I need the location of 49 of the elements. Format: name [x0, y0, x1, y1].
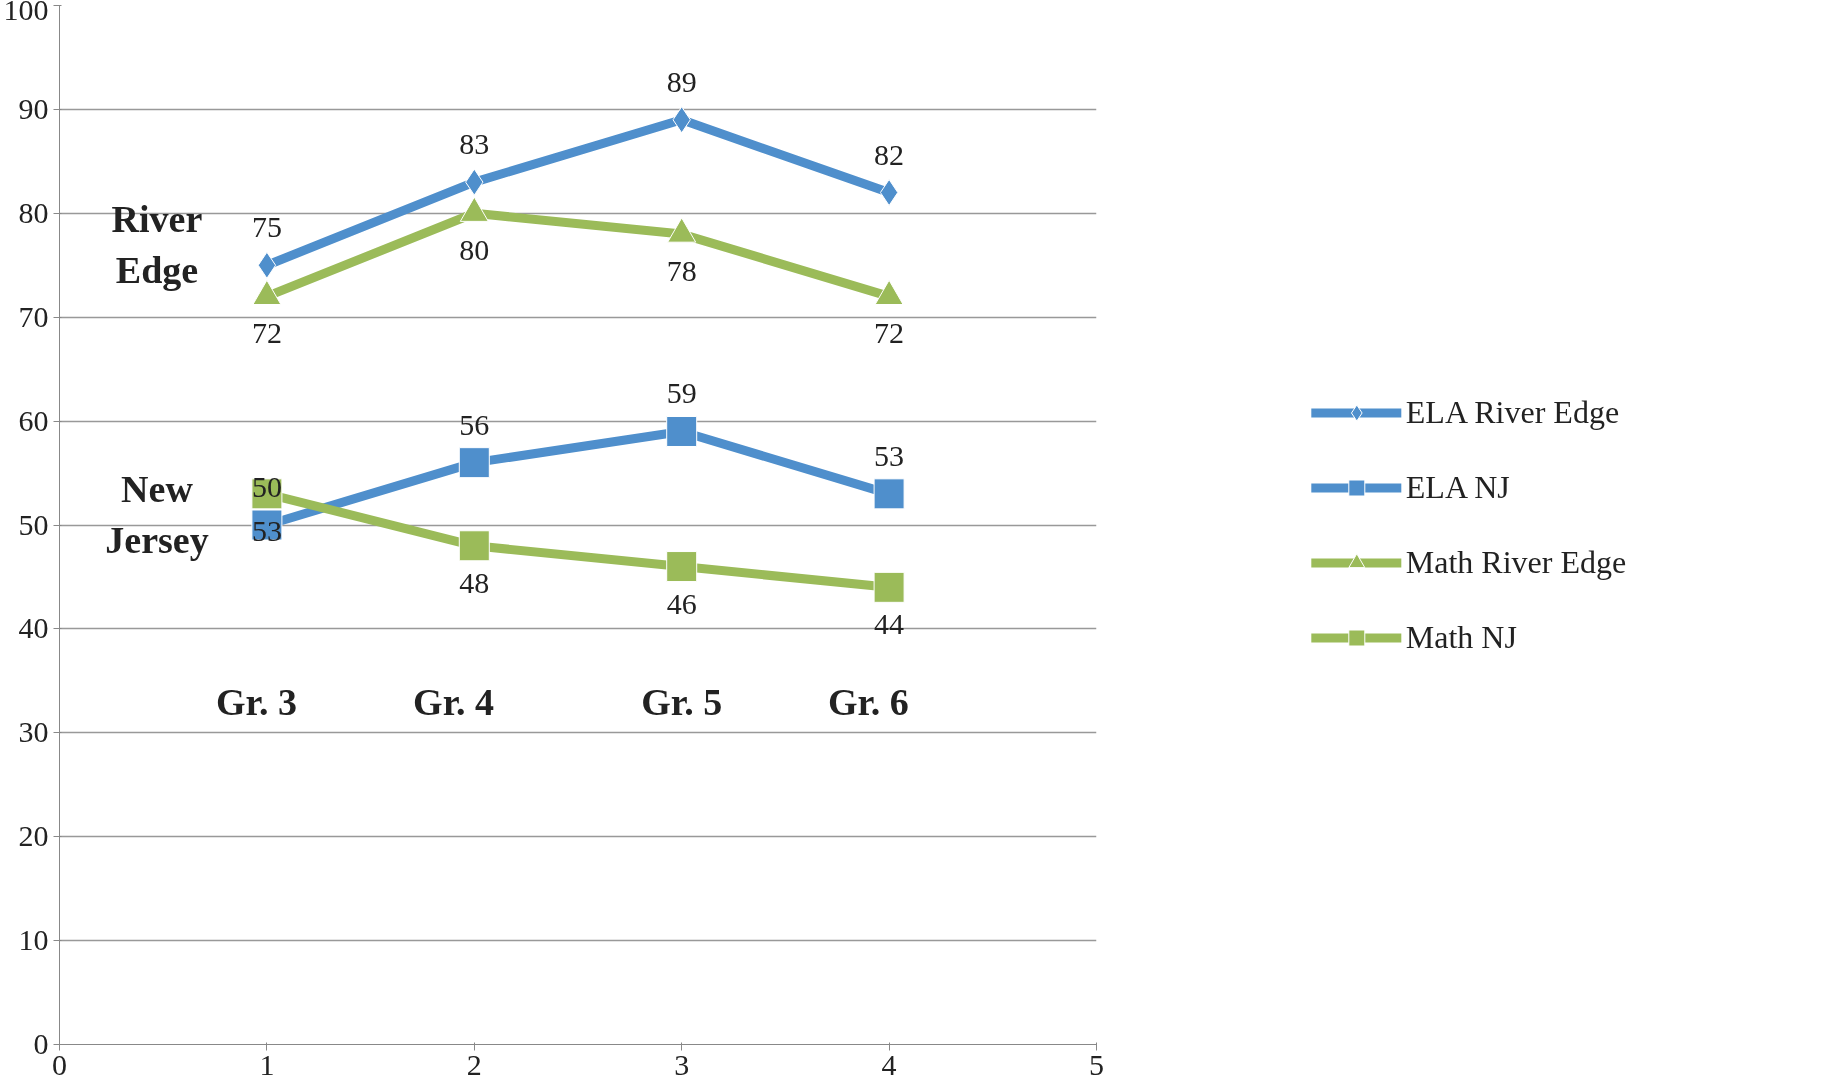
- x-tick-label: 5: [1089, 1047, 1104, 1077]
- x-tick-label: 1: [259, 1047, 275, 1077]
- data-label: 53: [874, 438, 905, 472]
- legend-label: Math NJ: [1405, 618, 1517, 656]
- y-tick-label: 30: [18, 715, 49, 749]
- annotation: New Jersey: [105, 468, 209, 561]
- point: [666, 415, 698, 447]
- data-label: 56: [459, 407, 490, 441]
- annotation: Gr. 6: [827, 680, 909, 723]
- data-label: 72: [874, 316, 905, 350]
- legend-label: ELA NJ: [1405, 468, 1510, 506]
- y-tick-label: 100: [3, 0, 49, 26]
- y-tick-label: 10: [18, 923, 49, 957]
- data-label: 89: [666, 64, 697, 98]
- point: [666, 551, 698, 583]
- annotation: Gr. 3: [216, 680, 297, 723]
- data-label: 83: [459, 127, 490, 161]
- x-tick-label: 2: [466, 1047, 482, 1077]
- data-label: 46: [666, 586, 697, 620]
- point: [873, 478, 905, 510]
- y-tick-label: 50: [18, 507, 49, 541]
- x-tick-label: 4: [881, 1047, 897, 1077]
- annotation: River Edge: [111, 198, 203, 291]
- point: [873, 571, 905, 603]
- legend-label: Math River Edge: [1405, 543, 1627, 581]
- point: [879, 179, 899, 207]
- data-label: 80: [459, 233, 490, 267]
- data-label: 82: [874, 137, 905, 171]
- y-tick-label: 20: [18, 819, 49, 853]
- y-tick-label: 70: [18, 299, 49, 333]
- data-label: 53: [251, 513, 282, 547]
- data-label: 75: [251, 210, 282, 244]
- point: [458, 447, 490, 479]
- data-label: 59: [666, 376, 697, 410]
- y-tick-label: 90: [18, 91, 49, 125]
- data-label: 44: [874, 607, 905, 641]
- data-label: 50: [251, 470, 282, 503]
- y-tick-label: 40: [18, 611, 49, 645]
- x-tick-label: 3: [674, 1047, 690, 1077]
- data-label: 72: [251, 316, 282, 350]
- annotation: Gr. 5: [641, 680, 723, 723]
- point: [458, 530, 490, 562]
- annotation: Gr. 4: [413, 680, 495, 723]
- data-label: 48: [459, 565, 490, 599]
- y-tick-label: 60: [18, 403, 49, 437]
- y-tick-label: 80: [18, 195, 49, 229]
- data-label: 78: [666, 254, 697, 288]
- legend-label: ELA River Edge: [1405, 393, 1620, 431]
- point: [257, 251, 277, 279]
